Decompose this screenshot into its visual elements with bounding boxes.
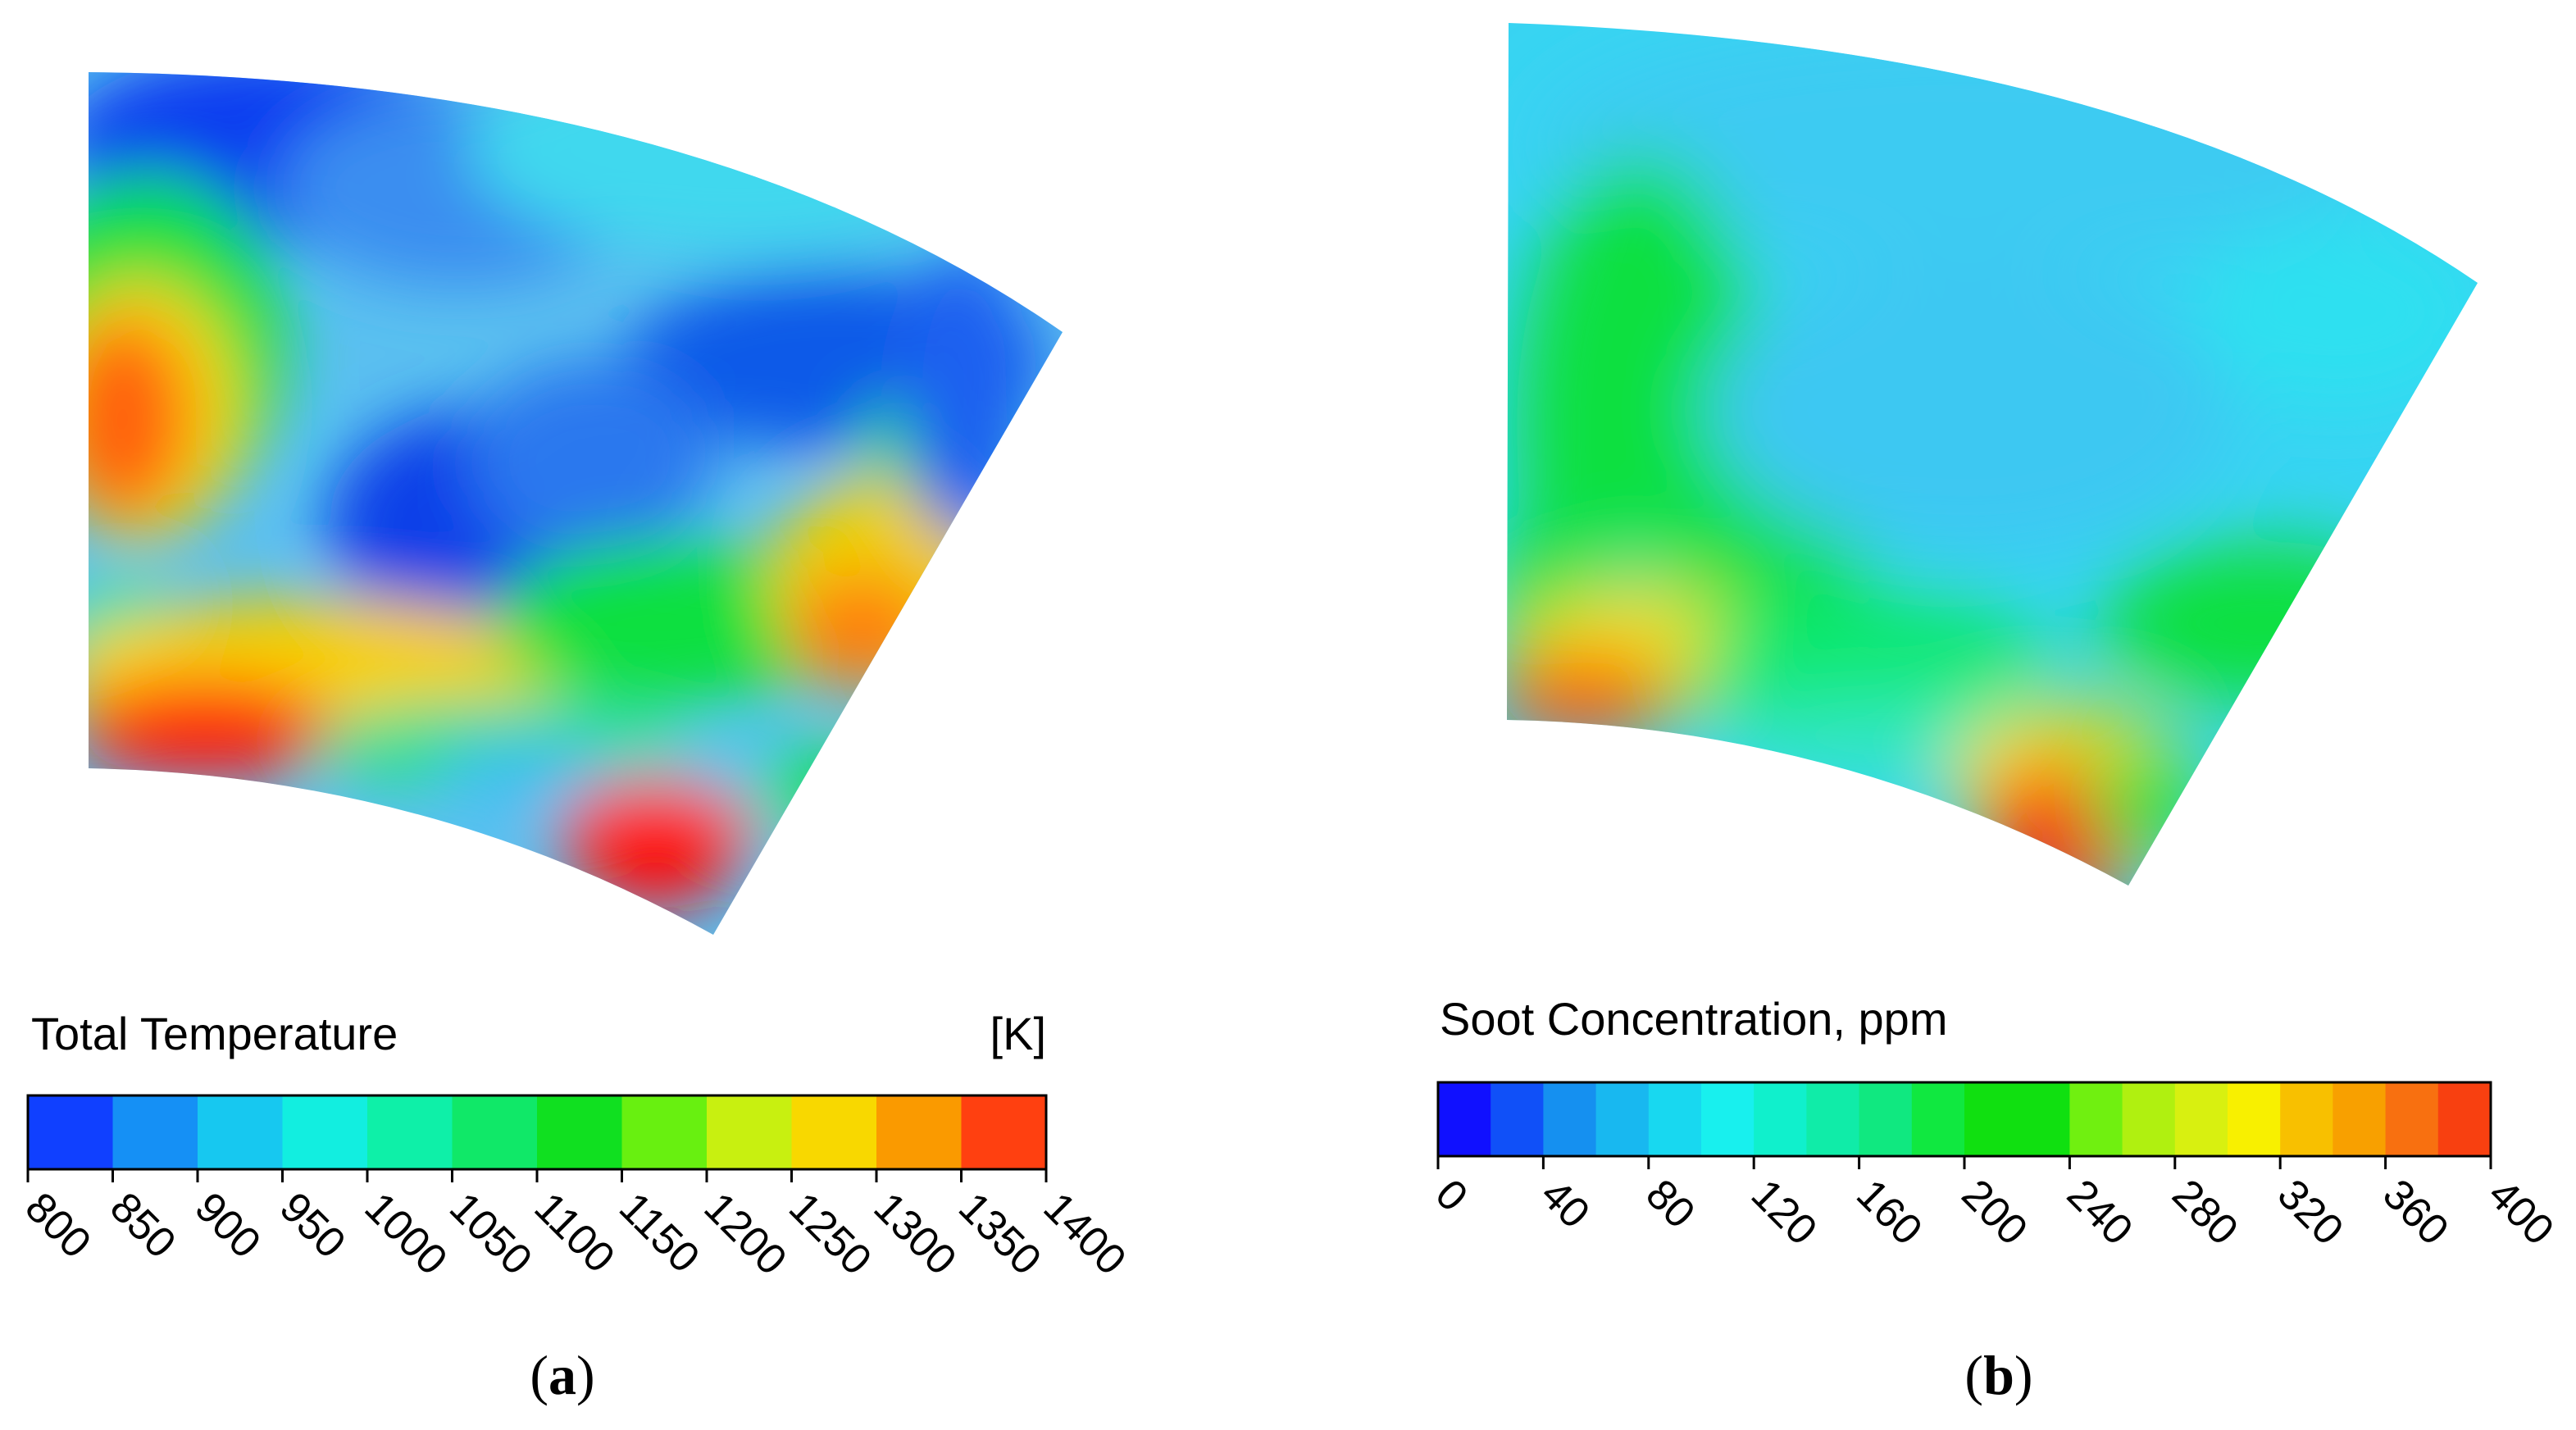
soot-colorbar-segment [2017,1082,2070,1156]
temperature-colorbar-tick-label: 1050 [440,1183,541,1284]
temperature-colorbar-tick-label: 1200 [695,1183,796,1284]
soot-colorbar-segment [1964,1082,2018,1156]
temperature-colorbar-segment [367,1095,453,1169]
temperature-colorbar-tick-label: 950 [271,1183,354,1267]
panel-label-a-letter: a [548,1344,576,1406]
temperature-colorbar-tick-label: 850 [101,1183,184,1267]
soot-colorbar-tick-label: 240 [2058,1170,2141,1254]
soot-colorbar-segment [1595,1082,1650,1156]
temperature-colorbar-segment [452,1095,538,1169]
panel-label-a: (a) [530,1344,594,1406]
soot-colorbar-segment [2280,1082,2333,1156]
temperature-colorbar-tick-label: 1400 [1035,1183,1136,1284]
soot-colorbar-segment [1438,1082,1491,1156]
soot-colorbar-segment [2385,1082,2439,1156]
soot-colorbar-tick-label: 400 [2479,1170,2563,1254]
soot-colorbar-tick-label: 360 [2373,1170,2457,1254]
soot-colorbar-segment [2228,1082,2281,1156]
soot-colorbar-tick-label: 120 [1742,1170,1826,1254]
temperature-contour-field [89,72,1063,935]
temperature-colorbar-tick-label: 1250 [780,1183,881,1284]
temperature-colorbar-tick-label: 1100 [526,1183,624,1282]
temperature-colorbar-segment [112,1095,198,1169]
soot-colorbar-segment [1806,1082,1860,1156]
soot-colorbar-segment [2437,1082,2492,1156]
temperature-colorbar-title: Total Temperature [31,1008,398,1059]
soot-colorbar-segment [1911,1082,1965,1156]
soot-colorbar-tick-label: 320 [2269,1170,2352,1254]
temperature-colorbar-tick-label: 1300 [865,1183,966,1284]
soot-colorbar-tick-label: 200 [1953,1170,2037,1254]
temperature-colorbar-tick-label: 800 [16,1183,100,1267]
soot-colorbar-segment [1543,1082,1597,1156]
temperature-contour-panel: Total Temperature [K] 800 850 900 950 100010… [16,72,1136,1406]
soot-colorbar-segment [1491,1082,1544,1156]
temperature-colorbar-segment [961,1095,1047,1169]
panel-label-b-letter: b [1983,1344,2014,1406]
soot-colorbar-tick-label: 40 [1531,1170,1599,1237]
temperature-colorbar: 800 850 900 950 1000105011001150120012501300… [16,1094,1136,1284]
soot-colorbar-segment [1701,1082,1755,1156]
temperature-colorbar-segment [537,1095,622,1169]
soot-colorbar: 0 40 80 120 160 200 240 280 320 360 400 [1427,1081,2563,1255]
temperature-colorbar-segment [282,1095,368,1169]
temperature-colorbar-unit: [K] [990,1008,1046,1059]
soot-colorbar-segment [1754,1082,1807,1156]
panel-label-b: (b) [1964,1344,2032,1406]
soot-colorbar-tick-label: 0 [1427,1170,1477,1220]
temperature-colorbar-segment [876,1095,962,1169]
temperature-colorbar-segment [791,1095,877,1169]
soot-colorbar-segment [2333,1082,2387,1156]
soot-contour-panel: Soot Concentration, ppm 0 40 80 120 160 200 24… [1427,23,2563,1406]
soot-colorbar-segment [1648,1082,1702,1156]
soot-colorbar-title: Soot Concentration, ppm [1440,993,1947,1045]
temperature-colorbar-tick-label: 1000 [356,1183,457,1284]
temperature-colorbar-tick-label: 1150 [610,1183,708,1282]
soot-colorbar-segment [2069,1082,2123,1156]
soot-colorbar-segment [1859,1082,1913,1156]
soot-colorbar-tick-label: 80 [1636,1170,1704,1237]
soot-colorbar-segment [2174,1082,2228,1156]
temperature-colorbar-segment [28,1095,113,1169]
temperature-colorbar-tick-label: 900 [186,1183,270,1267]
temperature-colorbar-tick-label: 1350 [949,1183,1050,1284]
soot-colorbar-tick-label: 280 [2163,1170,2246,1254]
soot-contour-field [1507,23,2478,886]
soot-colorbar-segment [2122,1082,2176,1156]
temperature-colorbar-segment [707,1095,792,1169]
temperature-colorbar-segment [198,1095,283,1169]
soot-colorbar-tick-label: 160 [1847,1170,1931,1254]
temperature-colorbar-segment [621,1095,708,1169]
